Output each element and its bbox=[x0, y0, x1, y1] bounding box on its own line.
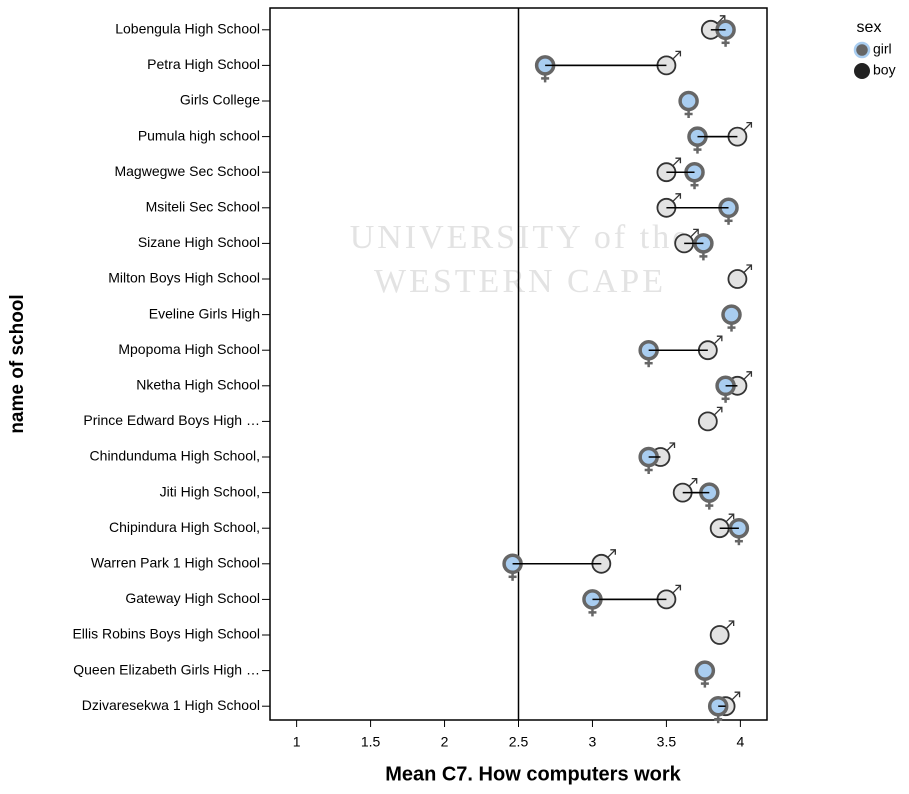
symbol bbox=[610, 549, 616, 555]
y-tick-label: Pumula high school bbox=[138, 127, 260, 143]
y-tick-label: Msiteli Sec School bbox=[146, 199, 260, 215]
symbol bbox=[728, 620, 735, 626]
symbol bbox=[675, 50, 682, 57]
y-tick-label: Chipindura High School, bbox=[109, 519, 260, 535]
x-tick-label: 2 bbox=[441, 734, 449, 750]
y-tick-label: Petra High School bbox=[147, 56, 260, 72]
y-tick-label: Nketha High School bbox=[136, 377, 260, 393]
symbol bbox=[675, 157, 682, 164]
symbol bbox=[666, 442, 675, 452]
boy-point bbox=[709, 625, 730, 645]
y-tick-label: Chindunduma High School, bbox=[90, 448, 260, 464]
symbol bbox=[746, 371, 753, 377]
y-tick-label: Milton Boys High School bbox=[108, 270, 260, 286]
legend-label: boy bbox=[873, 62, 896, 78]
symbol bbox=[742, 371, 752, 381]
symbol bbox=[671, 584, 681, 594]
symbol bbox=[725, 620, 735, 630]
y-tick-label: Dzivaresekwa 1 High School bbox=[82, 697, 260, 713]
symbol bbox=[691, 477, 698, 484]
x-tick-label: 2.5 bbox=[509, 734, 529, 750]
legend-label: girl bbox=[873, 41, 892, 57]
x-axis-title: Mean C7. How computers work bbox=[385, 763, 681, 785]
y-tick-label: Ellis Robins Boys High School bbox=[72, 626, 260, 642]
y-tick-label: Lobengula High School bbox=[115, 21, 260, 37]
symbol bbox=[675, 193, 682, 199]
x-tick-label: 1.5 bbox=[361, 734, 381, 750]
y-tick-label: Girls College bbox=[180, 92, 260, 108]
y-tick-label: Sizane High School bbox=[138, 234, 260, 250]
symbol bbox=[688, 478, 698, 488]
symbol bbox=[675, 584, 682, 591]
y-tick-label: Queen Elizabeth Girls High … bbox=[73, 661, 260, 677]
y-axis-title: name of school bbox=[7, 294, 28, 433]
girl-point bbox=[721, 304, 742, 325]
symbol bbox=[728, 513, 735, 520]
symbol bbox=[606, 549, 616, 559]
symbol bbox=[731, 691, 741, 701]
symbol bbox=[742, 264, 752, 274]
symbol bbox=[719, 15, 726, 21]
x-tick-label: 4 bbox=[736, 734, 744, 750]
symbol bbox=[716, 15, 726, 25]
y-tick-label: Magwegwe Sec School bbox=[114, 163, 260, 179]
symbol bbox=[713, 406, 723, 416]
x-tick-label: 3.5 bbox=[657, 734, 677, 750]
y-tick-label: Jiti High School, bbox=[160, 483, 260, 499]
x-tick-label: 1 bbox=[293, 734, 301, 750]
legend-title: sex bbox=[857, 19, 882, 36]
symbol bbox=[746, 121, 753, 128]
legend-swatch bbox=[853, 41, 871, 59]
y-tick-label: Warren Park 1 High School bbox=[91, 555, 260, 571]
legend-swatch bbox=[854, 63, 870, 79]
y-tick-label: Prince Edward Boys High … bbox=[83, 412, 260, 428]
y-tick-label: Mpopoma High School bbox=[118, 341, 260, 357]
symbol bbox=[734, 691, 741, 698]
symbol bbox=[671, 157, 681, 167]
symbol bbox=[669, 442, 676, 448]
watermark: UNIVERSITY of the bbox=[350, 219, 691, 256]
symbol bbox=[725, 513, 735, 523]
x-tick-label: 3 bbox=[589, 734, 597, 750]
symbol bbox=[713, 335, 723, 345]
symbol bbox=[716, 335, 723, 342]
boy-point bbox=[697, 411, 718, 432]
girl-point bbox=[678, 90, 699, 112]
symbol bbox=[671, 193, 681, 203]
symbol bbox=[746, 264, 753, 270]
y-tick-label: Eveline Girls High bbox=[149, 305, 260, 321]
symbol bbox=[689, 228, 699, 238]
girl-point bbox=[694, 660, 716, 681]
watermark: WESTERN CAPE bbox=[374, 263, 666, 300]
symbol bbox=[671, 50, 681, 60]
symbol bbox=[742, 122, 752, 132]
y-tick-label: Gateway High School bbox=[125, 590, 260, 606]
boy-point bbox=[727, 269, 748, 289]
symbol bbox=[693, 228, 699, 235]
symbol bbox=[716, 406, 723, 413]
